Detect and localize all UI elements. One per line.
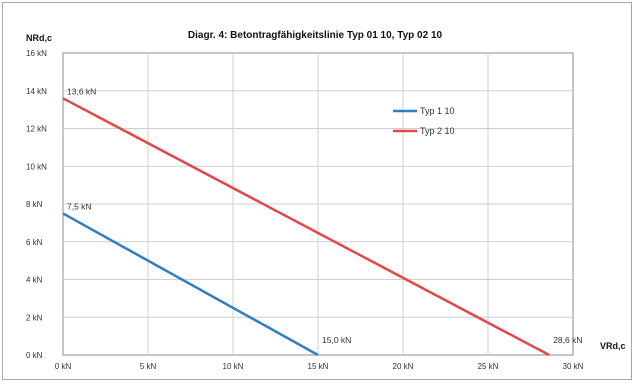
x-axis-ticks: 0 kN 5 kN 10 kN 15 kN 20 kN 25 kN 30 kN — [55, 362, 584, 371]
x-tick-label: 5 kN — [140, 362, 157, 371]
chart-svg: 0 kN 2 kN 4 kN 6 kN 8 kN 10 kN 12 kN 14 kN 16 kN… — [26, 30, 626, 371]
data-label: 7,5 kN — [67, 201, 92, 211]
y-tick-label: 16 kN — [26, 49, 47, 58]
x-tick-label: 30 kN — [563, 362, 584, 371]
y-tick-label: 4 kN — [26, 276, 43, 285]
legend: Typ 1 10 Typ 2 10 — [393, 106, 455, 136]
x-tick-label: 25 kN — [478, 362, 499, 371]
y-tick-label: 2 kN — [26, 313, 43, 322]
x-tick-label: 20 kN — [393, 362, 414, 371]
y-tick-label: 14 kN — [26, 87, 47, 96]
data-label: 15,0 kN — [322, 335, 351, 345]
x-tick-label: 0 kN — [55, 362, 72, 371]
series-line-typ-2-10 — [62, 97, 550, 357]
annotations: 7,5 kN 13,6 kN 15,0 kN 28,6 kN — [67, 86, 582, 345]
data-label: 13,6 kN — [67, 86, 96, 96]
y-tick-label: 0 kN — [26, 351, 43, 360]
x-tick-label: 10 kN — [223, 362, 244, 371]
y-tick-label: 8 kN — [26, 200, 43, 209]
y-axis-title: NRd,c — [26, 33, 52, 43]
legend-label-typ-1-10: Typ 1 10 — [420, 106, 455, 116]
chart-frame: 0 kN 2 kN 4 kN 6 kN 8 kN 10 kN 12 kN 14 kN 16 kN… — [2, 2, 632, 380]
y-tick-label: 12 kN — [26, 125, 47, 134]
y-axis-ticks: 0 kN 2 kN 4 kN 6 kN 8 kN 10 kN 12 kN 14 kN 16 kN — [26, 49, 47, 360]
y-tick-label: 6 kN — [26, 238, 43, 247]
legend-label-typ-2-10: Typ 2 10 — [420, 126, 455, 136]
y-tick-label: 10 kN — [26, 162, 47, 171]
data-label: 28,6 kN — [553, 335, 582, 345]
x-axis-title: VRd,c — [600, 341, 626, 351]
grid-lines — [63, 53, 573, 355]
series-line-typ-1-10 — [62, 212, 319, 357]
series-lines — [62, 97, 550, 357]
x-tick-label: 15 kN — [308, 362, 329, 371]
chart-title: Diagr. 4: Betontragfähigkeitslinie Typ 0… — [188, 30, 443, 41]
